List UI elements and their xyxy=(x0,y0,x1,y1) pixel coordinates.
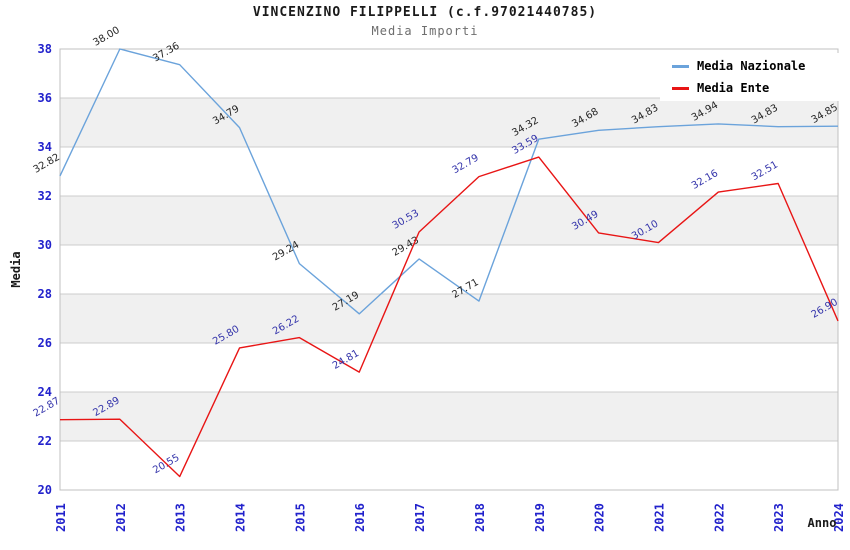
point-label-media-nazionale: 38.00 xyxy=(91,25,121,49)
point-label-media-nazionale: 32.82 xyxy=(32,152,62,176)
x-tick-label: 2016 xyxy=(353,503,367,532)
legend-label-media-nazionale: Media Nazionale xyxy=(697,59,806,73)
y-tick-label: 38 xyxy=(38,42,52,56)
chart-legend: Media Nazionale Media Ente xyxy=(660,53,848,101)
x-tick-label: 2019 xyxy=(533,503,547,532)
point-label-media-ente: 32.79 xyxy=(451,153,481,177)
y-tick-label: 32 xyxy=(38,189,52,203)
point-label-media-ente: 32.51 xyxy=(750,159,780,183)
y-tick-label: 30 xyxy=(38,238,52,252)
x-tick-label: 2023 xyxy=(772,503,786,532)
plot-border xyxy=(59,48,839,491)
point-label-media-ente: 32.16 xyxy=(690,168,720,192)
y-tick-label: 24 xyxy=(38,385,52,399)
point-label-media-ente: 22.87 xyxy=(32,396,62,420)
plot-band xyxy=(60,98,838,147)
y-axis-title: Media xyxy=(9,251,23,287)
x-tick-label: 2024 xyxy=(832,503,846,532)
legend-swatch-media-nazionale xyxy=(672,64,689,68)
y-tick-label: 36 xyxy=(38,91,52,105)
legend-label-media-ente: Media Ente xyxy=(697,81,770,95)
x-tick-label: 2012 xyxy=(114,503,128,532)
legend-item-media-nazionale: Media Nazionale xyxy=(660,59,848,73)
chart-subtitle: Media Importi xyxy=(371,24,479,38)
x-tick-label: 2015 xyxy=(293,503,307,532)
y-tick-label: 28 xyxy=(38,287,52,301)
y-tick-label: 20 xyxy=(38,483,52,497)
plot-band xyxy=(60,294,838,343)
point-label-media-ente: 20.55 xyxy=(151,452,181,476)
legend-item-media-ente: Media Ente xyxy=(660,81,848,95)
y-tick-label: 26 xyxy=(38,336,52,350)
series-line-media-ente xyxy=(59,156,839,478)
plot-band xyxy=(60,196,838,245)
x-tick-label: 2017 xyxy=(413,503,427,532)
series-line-media-nazionale xyxy=(59,48,839,315)
y-tick-label: 34 xyxy=(38,140,52,154)
x-tick-label: 2018 xyxy=(473,503,487,532)
x-tick-label: 2011 xyxy=(54,503,68,532)
y-tick-label: 22 xyxy=(38,434,52,448)
x-tick-label: 2022 xyxy=(712,503,726,532)
point-label-media-ente: 24.81 xyxy=(331,348,361,372)
x-tick-label: 2013 xyxy=(174,503,188,532)
x-tick-label: 2014 xyxy=(234,503,248,532)
legend-swatch-media-ente xyxy=(672,86,689,90)
x-axis-title: Anno xyxy=(808,516,837,530)
chart-title: VINCENZINO FILIPPELLI (c.f.97021440785) xyxy=(252,5,598,20)
x-tick-label: 2021 xyxy=(652,503,666,532)
plot-band xyxy=(60,392,838,441)
x-tick-label: 2020 xyxy=(593,503,607,532)
